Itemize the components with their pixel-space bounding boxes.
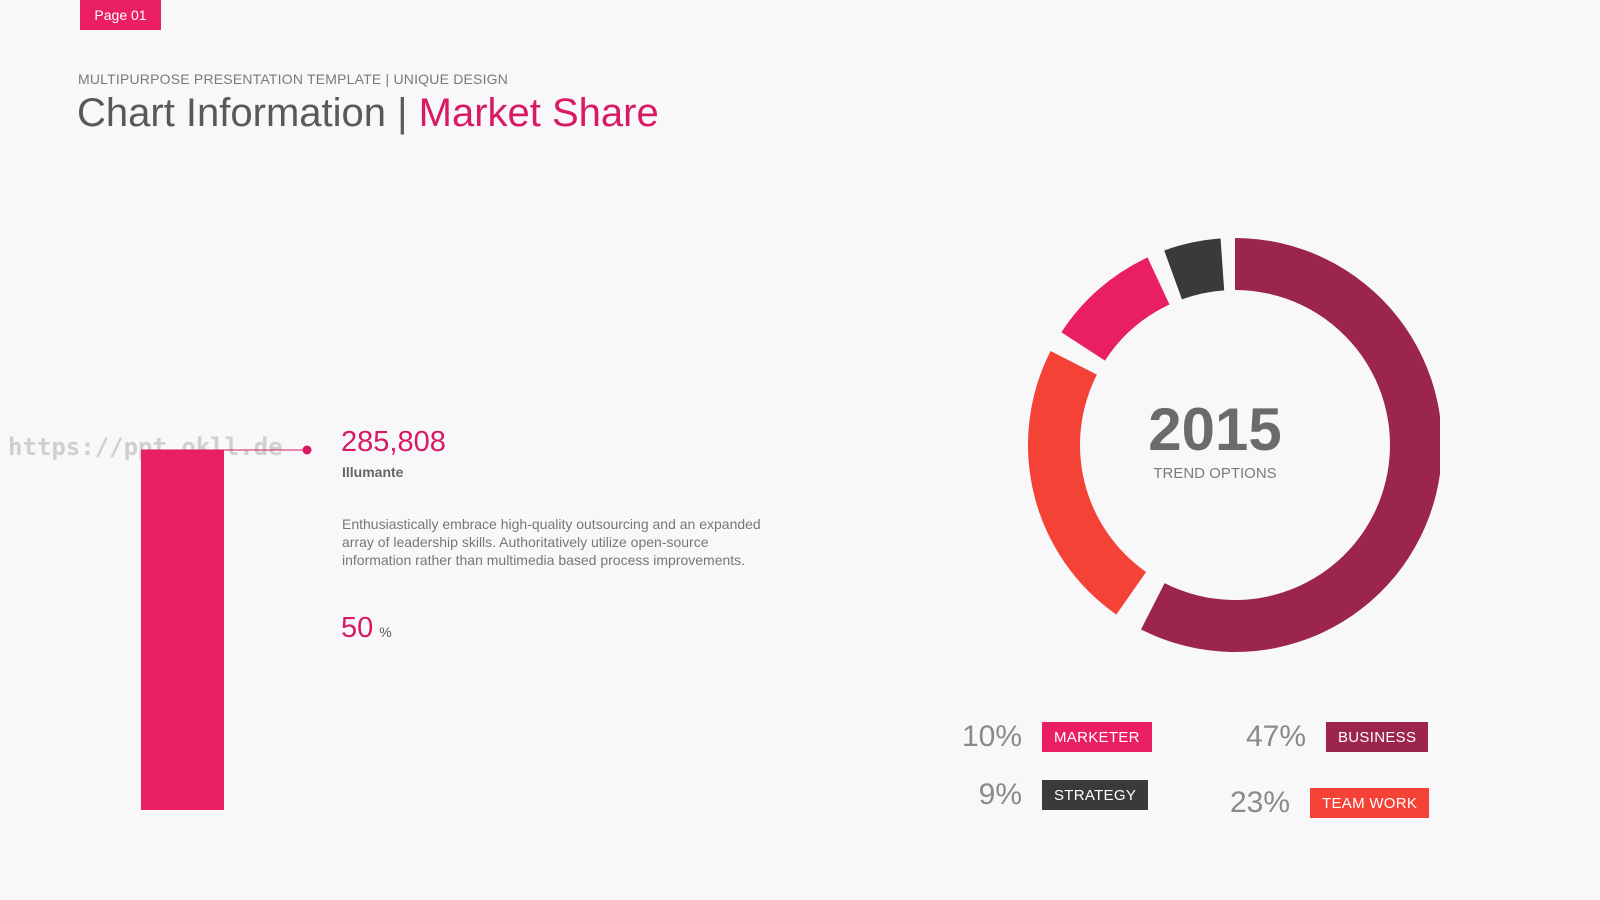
donut-slice-team-work — [1028, 351, 1147, 615]
title-accent: Market Share — [418, 91, 659, 135]
page-subtitle: MULTIPURPOSE PRESENTATION TEMPLATE | UNI… — [78, 71, 509, 87]
page-title: Chart Information | Market Share — [77, 91, 659, 136]
page-number-badge: Page 01 — [80, 0, 161, 30]
bar-leader-dot — [302, 445, 312, 455]
legend-item-strategy: 9% STRATEGY — [942, 778, 1149, 812]
legend-value: 10% — [961, 720, 1022, 753]
donut-slice-strategy — [1164, 238, 1225, 300]
title-main: Chart Information | — [77, 91, 419, 135]
bar-chart — [141, 445, 312, 810]
legend-label: TEAM WORK — [1310, 788, 1430, 818]
donut-center-year: 2015 — [1148, 396, 1282, 463]
legend-item-team-work: 23% TEAM WORK — [1210, 786, 1430, 820]
legend-value: 47% — [1245, 720, 1306, 753]
stat-percent: 50% — [341, 612, 392, 645]
stat-label: Illumante — [342, 464, 404, 480]
legend-item-business: 47% BUSINESS — [1226, 720, 1429, 754]
legend-label: MARKETER — [1042, 722, 1152, 752]
donut-center-subtitle: TREND OPTIONS — [1153, 465, 1277, 482]
donut-chart — [1028, 238, 1440, 652]
stat-description: Enthusiastically embrace high-quality ou… — [342, 516, 761, 568]
stat-percent-value: 50 — [341, 612, 374, 644]
legend-item-marketer: 10% MARKETER — [942, 720, 1152, 754]
legend-label: BUSINESS — [1326, 722, 1429, 752]
legend-value: 9% — [978, 778, 1022, 811]
stat-value: 285,808 — [341, 426, 446, 458]
legend-label: STRATEGY — [1042, 780, 1149, 810]
stat-percent-unit: % — [379, 624, 392, 640]
bar-illumante — [141, 450, 224, 810]
legend-value: 23% — [1229, 786, 1290, 819]
donut-slice-marketer — [1061, 257, 1170, 361]
donut-slice-business — [1141, 238, 1440, 652]
